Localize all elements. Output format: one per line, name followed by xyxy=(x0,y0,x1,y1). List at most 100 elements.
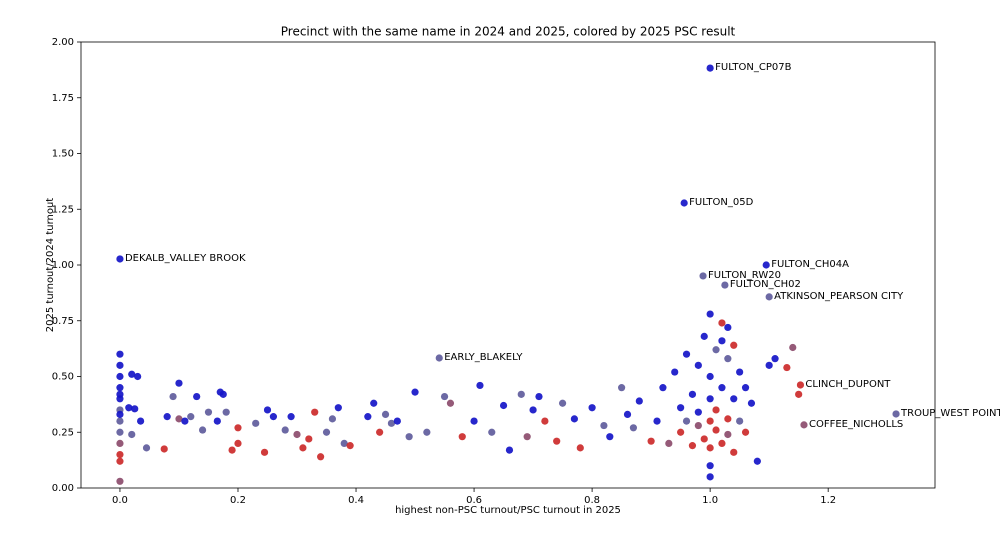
point xyxy=(706,462,714,470)
x-tick-label: 0.8 xyxy=(584,495,600,506)
point xyxy=(570,415,578,423)
point xyxy=(116,390,124,398)
point xyxy=(623,410,632,419)
point-label: FULTON_RW20 xyxy=(708,270,781,281)
point xyxy=(299,444,307,452)
point xyxy=(741,428,750,436)
point xyxy=(470,417,478,425)
point xyxy=(213,417,221,425)
y-tick-label: 0.50 xyxy=(52,372,74,383)
point xyxy=(688,442,697,450)
point xyxy=(376,428,384,436)
y-tick-label: 0.75 xyxy=(52,316,74,327)
point xyxy=(269,413,278,421)
point xyxy=(553,437,561,445)
point xyxy=(677,404,685,412)
point xyxy=(234,424,242,432)
point xyxy=(252,419,260,427)
point-label: COFFEE_NICHOLLS xyxy=(809,419,903,430)
point xyxy=(765,293,773,301)
point xyxy=(505,446,514,454)
point xyxy=(116,428,124,436)
point xyxy=(116,439,124,447)
point-label: CLINCH_DUPONT xyxy=(805,379,891,390)
x-axis-label: highest non-PSC turnout/PSC turnout in 2… xyxy=(395,505,621,516)
point xyxy=(370,399,378,407)
point xyxy=(718,439,726,447)
point xyxy=(706,372,714,381)
point xyxy=(647,437,655,445)
points xyxy=(116,64,900,485)
point xyxy=(682,350,691,358)
y-tick-label: 1.25 xyxy=(52,204,74,215)
point xyxy=(576,444,584,452)
y-axis-label: 2025 turnout/2024 turnout xyxy=(45,198,56,333)
point xyxy=(116,361,124,369)
point xyxy=(795,390,803,398)
point xyxy=(765,361,773,369)
point-label: FULTON_CH04A xyxy=(771,259,849,270)
point xyxy=(700,435,708,443)
point xyxy=(730,448,738,456)
point xyxy=(736,417,744,425)
point xyxy=(665,439,673,447)
point xyxy=(328,415,337,423)
point xyxy=(694,421,702,430)
point xyxy=(305,435,313,443)
point xyxy=(712,346,720,354)
point xyxy=(730,395,738,403)
point xyxy=(488,428,496,436)
point xyxy=(116,255,124,263)
y-tick-label: 1.75 xyxy=(52,93,74,104)
point xyxy=(682,417,691,425)
point xyxy=(699,272,707,280)
point xyxy=(260,448,269,456)
x-tick-label: 1.2 xyxy=(820,495,836,506)
point xyxy=(169,392,177,401)
point xyxy=(677,428,685,436)
point xyxy=(293,430,301,439)
point xyxy=(125,404,133,412)
point xyxy=(116,457,124,465)
point xyxy=(131,405,139,413)
point xyxy=(263,406,272,414)
point xyxy=(381,410,390,419)
point xyxy=(222,408,230,416)
point xyxy=(142,444,151,452)
point xyxy=(128,370,136,378)
point xyxy=(800,421,808,429)
point xyxy=(694,408,702,416)
point xyxy=(680,199,688,207)
point xyxy=(137,417,145,425)
point xyxy=(706,417,714,425)
point xyxy=(588,404,596,412)
point xyxy=(700,332,708,340)
point xyxy=(116,372,124,381)
point xyxy=(706,310,714,318)
point xyxy=(499,401,508,410)
point xyxy=(517,390,525,398)
point xyxy=(346,442,354,450)
point xyxy=(659,384,667,392)
point xyxy=(724,355,732,363)
point xyxy=(718,337,726,345)
point xyxy=(287,413,295,421)
point-label: FULTON_CP07B xyxy=(715,62,791,73)
point xyxy=(187,413,195,421)
point xyxy=(458,433,466,441)
point xyxy=(618,384,626,392)
point xyxy=(322,428,331,436)
point-label: EARLY_BLAKELY xyxy=(444,352,523,363)
x-tick-label: 0.4 xyxy=(348,495,364,506)
point xyxy=(736,368,744,376)
point xyxy=(160,445,168,453)
y-tick-label: 1.50 xyxy=(52,149,74,160)
x-tick-label: 1.0 xyxy=(702,495,718,506)
point xyxy=(128,430,136,439)
point-label: TROUP_WEST POINT xyxy=(900,408,1000,419)
point xyxy=(423,428,431,436)
point xyxy=(116,417,124,425)
point xyxy=(718,319,726,327)
point xyxy=(234,439,242,447)
